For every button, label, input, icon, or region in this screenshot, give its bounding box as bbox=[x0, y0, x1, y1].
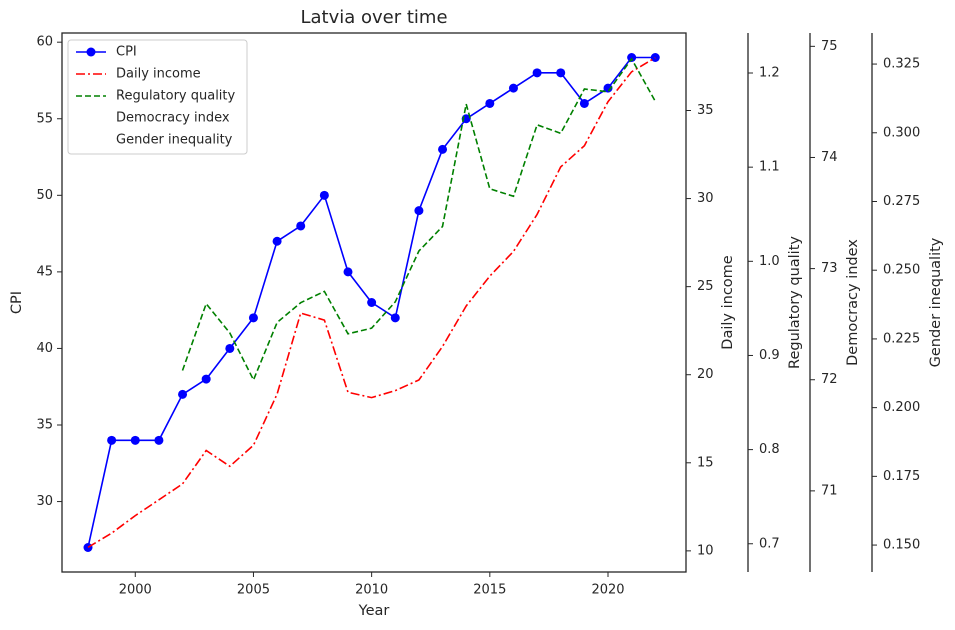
legend-marker bbox=[86, 47, 96, 57]
point bbox=[556, 68, 566, 78]
y-tick-label: 0.175 bbox=[883, 469, 920, 484]
point bbox=[178, 389, 188, 399]
y-axis-label: Democracy index bbox=[845, 239, 861, 366]
y-tick-label: 15 bbox=[697, 455, 714, 470]
series-line bbox=[87, 57, 656, 548]
x-tick-label: 2005 bbox=[237, 583, 270, 598]
x-tick-label: 2000 bbox=[119, 583, 152, 598]
y-tick-label: 0.150 bbox=[883, 538, 920, 553]
y-tick-label: 0.325 bbox=[883, 57, 920, 72]
point bbox=[296, 221, 306, 231]
y-tick-label: 71 bbox=[821, 483, 838, 498]
y-tick-label: 45 bbox=[36, 264, 53, 279]
point bbox=[83, 543, 93, 552]
y-tick-label: 40 bbox=[36, 341, 53, 356]
y-tick-label: 60 bbox=[36, 35, 53, 50]
legend-label: Democracy index bbox=[116, 111, 230, 126]
y-tick-label: 25 bbox=[697, 279, 714, 294]
y-tick-label: 1.0 bbox=[759, 254, 780, 269]
point bbox=[650, 53, 660, 62]
y-tick-label: 75 bbox=[821, 39, 838, 54]
point bbox=[225, 343, 235, 353]
point bbox=[319, 190, 329, 200]
legend-label: CPI bbox=[116, 45, 137, 60]
x-tick-label: 2015 bbox=[473, 583, 506, 598]
point bbox=[130, 435, 140, 445]
point bbox=[579, 98, 589, 108]
point bbox=[107, 435, 117, 445]
y-tick-label: 0.7 bbox=[759, 536, 780, 551]
y-tick-label: 0.200 bbox=[883, 400, 920, 415]
x-tick-label: 2020 bbox=[591, 583, 624, 598]
y-axis-label: Gender inequality bbox=[928, 237, 944, 367]
legend-label: Gender inequality bbox=[116, 133, 233, 148]
y-axis-label: Daily income bbox=[720, 255, 736, 349]
y-tick-label: 30 bbox=[36, 494, 53, 509]
point bbox=[485, 98, 495, 108]
point bbox=[248, 313, 258, 323]
y-axis-label: Regulatory quality bbox=[787, 236, 803, 369]
point bbox=[367, 298, 377, 307]
y-tick-label: 20 bbox=[697, 367, 714, 382]
y-axis-label: CPI bbox=[9, 291, 25, 314]
point bbox=[532, 68, 542, 78]
y-tick-label: 50 bbox=[36, 188, 53, 203]
legend-label: Daily income bbox=[116, 67, 201, 82]
y-tick-label: 0.8 bbox=[759, 442, 780, 457]
y-tick-label: 30 bbox=[697, 191, 714, 206]
y-tick-label: 55 bbox=[36, 111, 53, 126]
point bbox=[603, 83, 613, 93]
x-axis-label: Year bbox=[358, 603, 390, 619]
point bbox=[508, 83, 518, 93]
legend-label: Regulatory quality bbox=[116, 89, 236, 104]
y-tick-label: 72 bbox=[821, 372, 838, 387]
point bbox=[154, 435, 164, 445]
y-tick-label: 1.2 bbox=[759, 66, 780, 81]
y-tick-label: 73 bbox=[821, 261, 838, 276]
point bbox=[343, 267, 353, 277]
point bbox=[201, 374, 211, 384]
chart-title: Latvia over time bbox=[300, 7, 447, 28]
point bbox=[438, 144, 448, 154]
y-tick-label: 0.225 bbox=[883, 331, 920, 346]
y-tick-label: 35 bbox=[697, 103, 714, 118]
y-tick-label: 1.1 bbox=[759, 160, 780, 175]
point bbox=[414, 206, 424, 216]
point bbox=[390, 313, 400, 323]
legend-box bbox=[67, 39, 248, 155]
y-tick-label: 35 bbox=[36, 418, 53, 433]
x-tick-label: 2010 bbox=[355, 583, 388, 598]
y-tick-label: 0.300 bbox=[883, 125, 920, 140]
y-tick-label: 0.9 bbox=[759, 348, 780, 363]
y-tick-label: 0.250 bbox=[883, 263, 920, 278]
y-tick-label: 0.275 bbox=[883, 194, 920, 209]
y-tick-label: 10 bbox=[697, 543, 714, 558]
y-tick-label: 74 bbox=[821, 150, 838, 165]
series-line bbox=[181, 57, 656, 382]
plot-frame bbox=[61, 32, 687, 573]
point bbox=[272, 236, 282, 246]
